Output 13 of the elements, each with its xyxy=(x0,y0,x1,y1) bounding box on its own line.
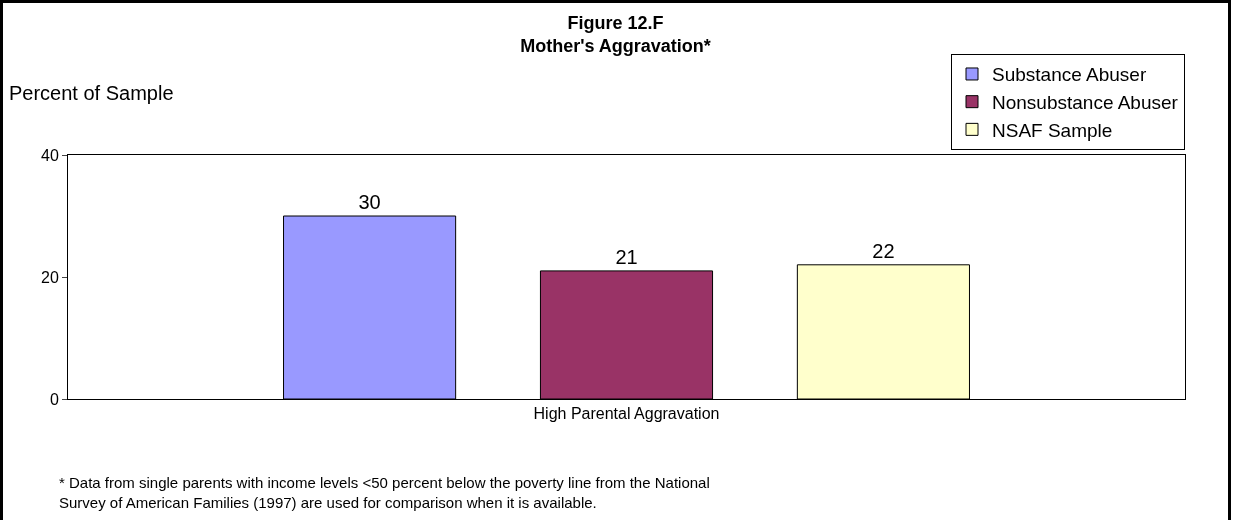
data-label: 21 xyxy=(615,245,638,268)
legend-label: NSAF Sample xyxy=(992,119,1113,141)
chart-title: Figure 12.F Mother's Aggravation* xyxy=(520,12,711,57)
data-label: 30 xyxy=(358,191,381,213)
y-tick-label: 0 xyxy=(49,390,59,408)
y-tick-label: 20 xyxy=(41,268,59,286)
y-tick-label: 40 xyxy=(41,146,59,164)
text: * Data from single parents with income levels <50 percent below the poverty line from the National Survey of American Families (1997) are used for comparison when it is available. xyxy=(59,474,710,511)
data-label: 22 xyxy=(872,239,895,262)
legend-label: Substance Abuser xyxy=(992,64,1147,86)
y-axis-title: Percent of Sample xyxy=(9,82,174,104)
x-tick-label: High Parental Aggravation xyxy=(533,405,720,423)
legend-label: Nonsubstance Abuser xyxy=(992,92,1179,114)
